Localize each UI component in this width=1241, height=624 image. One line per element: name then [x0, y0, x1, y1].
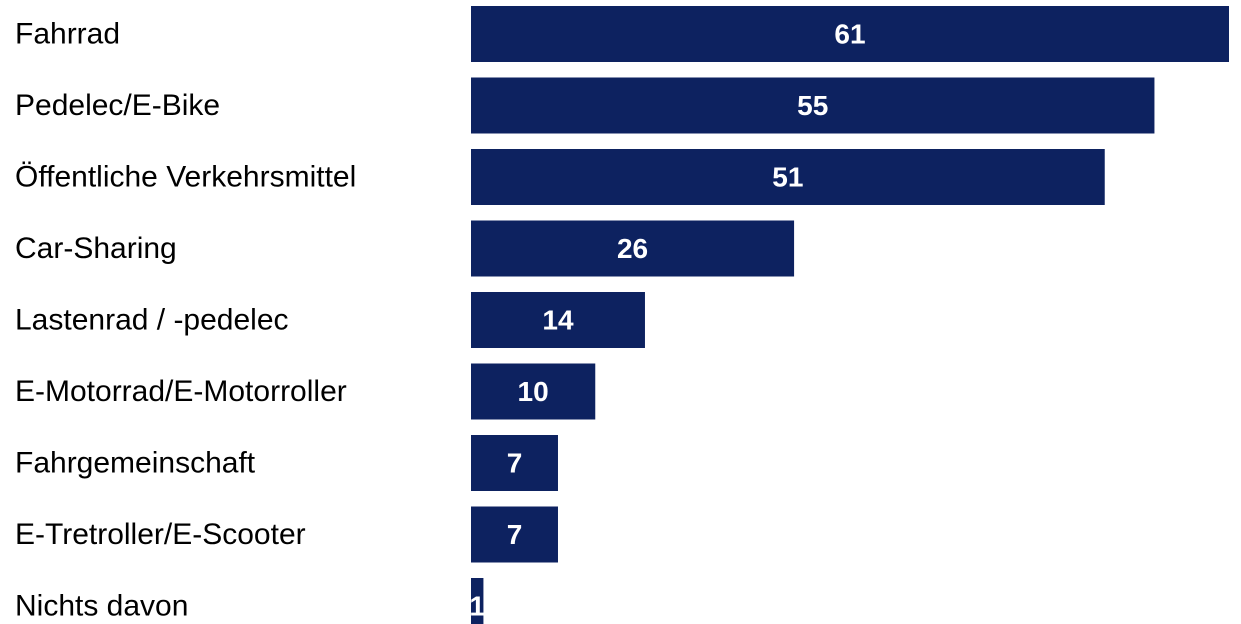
- value-labels: 61 55 51 26 14 10 7 7 1: [469, 19, 865, 622]
- category-label: Pedelec/E-Bike: [15, 89, 220, 122]
- bar: [471, 6, 1229, 62]
- category-label: Fahrgemeinschaft: [15, 447, 256, 480]
- category-label: Car-Sharing: [15, 232, 177, 265]
- category-label: Fahrrad: [15, 18, 120, 51]
- category-label: Lastenrad / -pedelec: [15, 304, 289, 337]
- value-label: 61: [834, 19, 865, 50]
- value-label: 7: [507, 519, 523, 550]
- bar: [471, 578, 484, 624]
- value-label: 10: [518, 376, 549, 407]
- category-label: E-Motorrad/E-Motorroller: [15, 375, 347, 408]
- value-label: 26: [617, 233, 648, 264]
- category-label: Nichts davon: [15, 590, 188, 623]
- category-label: Öffentliche Verkehrsmittel: [15, 161, 356, 194]
- bar: [471, 435, 558, 491]
- value-label: 1: [469, 591, 485, 622]
- value-label: 14: [542, 305, 574, 336]
- bars: [471, 6, 1229, 624]
- bar: [471, 292, 645, 348]
- value-label: 7: [507, 448, 523, 479]
- bar: [471, 506, 558, 563]
- bar: [471, 220, 795, 277]
- category-labels: Fahrrad Pedelec/E-Bike Öffentliche Verkehr…: [15, 18, 356, 623]
- value-label: 55: [797, 90, 828, 121]
- value-label: 51: [772, 162, 803, 193]
- bar: [471, 149, 1105, 205]
- category-label: E-Tretroller/E-Scooter: [15, 518, 306, 551]
- bar: [471, 77, 1155, 134]
- bar: [471, 363, 596, 420]
